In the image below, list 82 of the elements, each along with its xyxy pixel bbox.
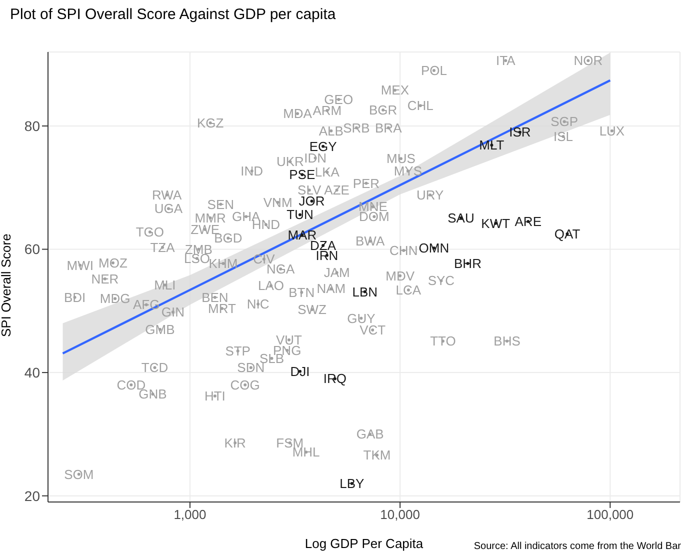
data-label: NOR (574, 53, 603, 68)
data-label: KWT (481, 216, 510, 231)
source-note: Source: All indicators come from the World Bar (474, 541, 681, 552)
data-label: MDG (100, 291, 130, 306)
data-label: NAM (316, 281, 346, 296)
data-label: MOZ (98, 255, 128, 270)
y-tick-label: 60 (24, 241, 40, 258)
y-tick-label: 20 (24, 488, 40, 504)
data-label: GAB (356, 426, 384, 442)
data-label: PER (352, 176, 380, 191)
data-label: DJI (290, 364, 310, 379)
data-label: LCA (396, 282, 422, 298)
data-label: LUX (599, 123, 625, 138)
data-label: UGA (154, 201, 183, 216)
data-label: LBN (352, 284, 378, 300)
data-label: MLT (479, 138, 504, 153)
data-label: MDA (283, 106, 312, 122)
data-label: AFG (132, 297, 160, 312)
data-label: TUN (286, 207, 314, 222)
data-label: BTN (288, 284, 315, 300)
data-label: LAO (258, 278, 284, 294)
x-tick-label: 100,000 (586, 507, 634, 522)
data-label: BHS (494, 334, 521, 349)
data-label: TKM (363, 448, 391, 463)
data-label: MDV (386, 268, 415, 284)
data-label: KGZ (196, 115, 224, 130)
data-label: BGD (214, 230, 242, 246)
data-label: GMB (145, 322, 175, 337)
data-label: MMR (194, 210, 226, 226)
data-label: BRA (375, 120, 402, 136)
data-label: NER (91, 271, 119, 286)
data-label: VNM (263, 194, 292, 210)
chart-title: Plot of SPI Overall Score Against GDP per capita (10, 6, 336, 23)
data-label: IND (240, 163, 264, 178)
data-label: ALB (318, 123, 344, 138)
data-label: CHL (407, 98, 434, 114)
data-label: JAM (324, 265, 350, 280)
data-label: CHN (390, 242, 418, 258)
data-label: BWA (356, 234, 385, 249)
data-label: BHR (454, 256, 482, 271)
data-label: LBY (340, 476, 365, 492)
data-label: TCD (141, 360, 168, 376)
data-label: UKR (276, 154, 304, 170)
data-label: VUT (276, 332, 302, 348)
data-label: ISR (509, 124, 531, 140)
data-label: SGP (550, 114, 578, 130)
y-tick-label: 80 (24, 118, 40, 134)
data-label: ARE (514, 214, 542, 230)
data-label: AZE (324, 182, 350, 198)
x-axis-title: Log GDP Per Capita (304, 536, 424, 551)
data-label: QAT (554, 226, 580, 242)
data-label: SRB (343, 120, 370, 136)
data-label: MLI (154, 278, 176, 293)
data-label: MEX (380, 82, 410, 98)
data-label: COG (230, 377, 260, 392)
data-label: OMN (418, 240, 450, 256)
data-label: HTI (204, 388, 226, 404)
data-label: ITA (496, 53, 516, 68)
data-label: MWI (66, 258, 94, 273)
data-label: RWA (152, 188, 182, 203)
data-label: POL (420, 62, 447, 78)
x-tick-label: 1,000 (174, 507, 206, 522)
data-label: SEN (207, 196, 234, 212)
data-label: PSE (289, 167, 316, 182)
data-label: SWZ (298, 302, 327, 318)
data-label: JOR (298, 194, 325, 209)
data-label: URY (416, 188, 444, 203)
data-label: NIC (246, 296, 270, 312)
y-axis-title: SPI Overall Score (0, 234, 14, 337)
data-label: TGO (136, 224, 164, 240)
data-label: GIN (161, 304, 185, 320)
data-label: IRQ (323, 371, 347, 386)
y-tick-label: 40 (24, 364, 40, 381)
data-label: KHM (208, 256, 238, 271)
data-label: BDI (64, 290, 86, 305)
data-label: BGR (368, 102, 398, 118)
data-label: TTO (430, 334, 456, 349)
data-label: SOM (64, 466, 94, 482)
x-tick-label: 10,000 (380, 507, 420, 522)
data-label: LKA (314, 164, 340, 180)
data-label: TZA (150, 240, 176, 255)
data-label: SAU (448, 210, 474, 226)
